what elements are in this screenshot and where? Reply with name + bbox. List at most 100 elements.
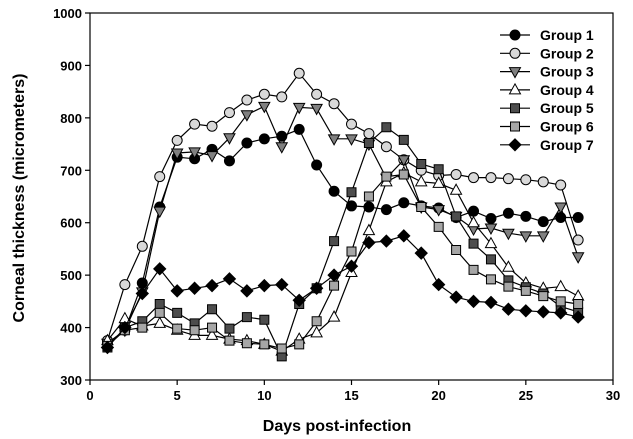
data-point-group-7 — [484, 295, 498, 310]
data-point-group-5 — [154, 298, 165, 309]
data-point-group-1 — [328, 185, 340, 197]
y-tick-label: 700 — [60, 163, 82, 178]
data-point-group-1 — [293, 123, 305, 135]
data-point-group-1 — [311, 159, 323, 171]
data-point-group-2 — [380, 141, 392, 153]
legend-item-group-5: Group 5 — [500, 100, 594, 116]
data-point-group-3 — [153, 206, 167, 219]
data-point-group-4 — [502, 260, 515, 272]
data-point-group-5 — [381, 122, 392, 133]
data-point-group-6 — [433, 221, 444, 232]
data-point-group-6 — [224, 335, 235, 346]
data-point-group-3 — [519, 231, 533, 243]
legend-marker — [510, 103, 520, 114]
legend-label: Group 5 — [540, 100, 594, 116]
data-point-group-6 — [259, 339, 270, 350]
data-point-group-2 — [450, 168, 462, 180]
data-point-group-7 — [379, 234, 394, 248]
data-point-group-7 — [327, 268, 341, 282]
x-tick-label: 20 — [431, 388, 445, 403]
data-point-group-6 — [311, 316, 322, 327]
legend-label: Group 7 — [540, 137, 594, 153]
series-line-group-7 — [106, 235, 579, 348]
data-point-group-4 — [571, 289, 585, 301]
series-line-group-3 — [107, 105, 579, 344]
data-point-group-6 — [363, 191, 374, 202]
data-point-group-4 — [554, 279, 568, 292]
legend-item-group-2: Group 2 — [500, 45, 594, 61]
data-point-group-7 — [309, 281, 324, 295]
data-point-group-3 — [432, 205, 446, 217]
series-group-7 — [100, 229, 585, 355]
data-point-group-1 — [537, 216, 549, 228]
data-point-group-6 — [398, 169, 409, 180]
x-tick-label: 30 — [606, 388, 620, 403]
data-point-group-2 — [485, 172, 497, 184]
data-point-group-3 — [240, 110, 254, 122]
legend-marker — [510, 121, 520, 132]
data-point-group-4 — [467, 215, 480, 228]
data-point-group-2 — [328, 98, 340, 110]
legend-label: Group 4 — [540, 82, 594, 98]
data-point-group-6 — [154, 307, 165, 318]
data-point-group-3 — [170, 148, 184, 161]
data-point-group-6 — [276, 343, 287, 354]
data-point-group-7 — [170, 284, 184, 298]
data-point-group-5 — [241, 312, 252, 323]
data-point-group-6 — [381, 171, 392, 182]
data-point-group-3 — [536, 231, 550, 243]
data-point-group-2 — [136, 240, 148, 252]
data-point-group-4 — [205, 328, 219, 340]
data-point-group-2 — [555, 179, 567, 191]
y-tick-label: 900 — [60, 58, 82, 73]
data-point-group-2 — [468, 172, 480, 184]
data-point-group-5 — [468, 238, 479, 249]
data-point-group-7 — [135, 286, 150, 301]
data-point-group-1 — [258, 133, 270, 145]
series-line-group-5 — [106, 126, 579, 359]
data-point-group-3 — [292, 102, 306, 115]
data-point-group-1 — [572, 211, 584, 223]
data-point-group-7 — [292, 293, 306, 308]
y-tick-label: 1000 — [53, 6, 82, 21]
data-point-group-7 — [449, 290, 463, 304]
data-point-group-5 — [224, 323, 235, 334]
data-point-group-4 — [449, 183, 463, 195]
y-tick-label: 800 — [60, 111, 82, 126]
y-axis-ticks: 300 400 500 600 700 800 900 1000 — [53, 6, 90, 388]
data-point-group-7 — [536, 305, 550, 319]
x-axis-ticks: 0 5 10 15 20 25 30 — [86, 380, 620, 403]
data-point-group-7 — [240, 284, 254, 298]
data-point-group-2 — [502, 173, 514, 185]
legend-marker — [508, 82, 522, 95]
data-point-group-6 — [468, 264, 479, 275]
data-point-group-5 — [433, 164, 444, 175]
y-tick-label: 600 — [60, 216, 82, 231]
data-point-group-7 — [344, 259, 359, 273]
legend-marker — [508, 67, 522, 79]
series-line-group-6 — [106, 173, 579, 350]
data-point-group-6 — [485, 274, 496, 285]
data-point-group-7 — [275, 277, 289, 292]
data-point-group-1 — [485, 213, 497, 225]
data-point-group-4 — [484, 236, 498, 249]
data-point-group-4 — [327, 310, 341, 322]
data-point-group-3 — [205, 151, 219, 163]
data-point-group-6 — [573, 298, 584, 309]
data-point-group-7 — [466, 294, 481, 309]
legend-marker — [508, 138, 522, 152]
data-point-group-2 — [119, 279, 131, 291]
data-point-group-7 — [100, 340, 115, 355]
data-point-group-2 — [363, 128, 375, 140]
data-point-group-3 — [571, 252, 585, 264]
data-point-group-2 — [171, 134, 183, 146]
data-point-group-2 — [346, 118, 357, 130]
data-point-group-1 — [241, 137, 253, 149]
legend-label: Group 6 — [540, 119, 594, 135]
data-point-group-2 — [311, 88, 323, 100]
data-point-group-5 — [172, 307, 183, 318]
data-point-group-7 — [571, 310, 585, 324]
legend-label: Group 2 — [540, 45, 594, 61]
series-group-6 — [102, 169, 584, 354]
data-point-group-6 — [137, 322, 148, 333]
